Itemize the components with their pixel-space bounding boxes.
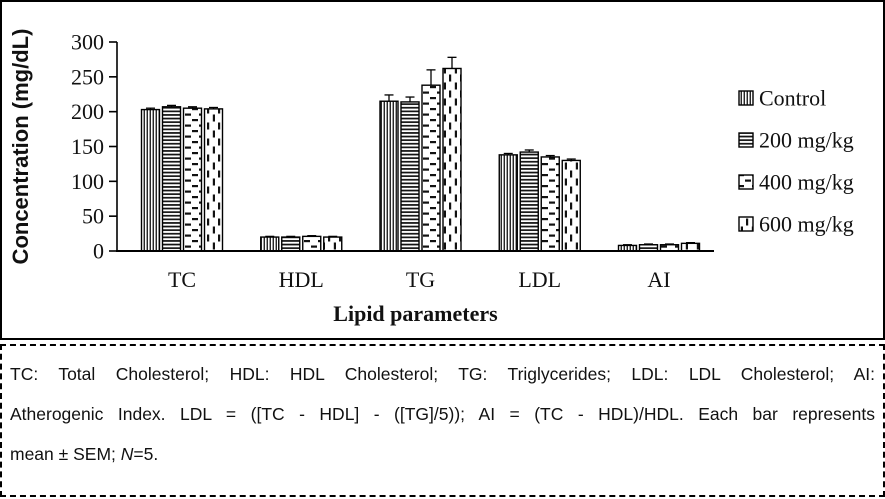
legend-label: Control (759, 86, 826, 111)
footnote-line-3: mean ± SEM; N=5. (10, 434, 875, 474)
legend-swatch (738, 174, 754, 190)
y-tick-label: 200 (71, 99, 104, 124)
y-tick-label: 0 (93, 239, 104, 264)
x-tick-label: HDL (279, 267, 324, 292)
footnote-n-italic: N (120, 444, 134, 464)
x-axis-title: Lipid parameters (333, 301, 498, 326)
x-tick-label: TC (168, 267, 196, 292)
bar-TG-400-mg-kg (421, 84, 441, 252)
footnote-line-1: TC: Total Cholesterol; HDL: HDL Choleste… (10, 364, 875, 384)
legend-item-control: Control (738, 86, 826, 111)
bar-TG-control (379, 100, 399, 252)
bar-LDL-400-mg-kg (540, 156, 560, 252)
x-tick-label: AI (647, 267, 670, 292)
y-tick-label: 50 (82, 204, 104, 229)
bar-HDL-200-mg-kg (281, 236, 301, 252)
y-tick-label: 100 (71, 169, 104, 194)
legend-item-600-mg-kg: 600 mg/kg (738, 212, 854, 237)
legend-swatch (738, 132, 754, 148)
legend-label: 400 mg/kg (759, 170, 854, 195)
bar-chart: 0 50 100 150 200 250 300 TC HDL TG LDL AI Concentrat… (8, 29, 854, 326)
footnote-line-3-prefix: mean ± SEM; (10, 444, 121, 464)
y-tick-label: 150 (71, 134, 104, 159)
bar-LDL-200-mg-kg (519, 151, 539, 252)
bar-HDL-600-mg-kg (323, 236, 343, 252)
footnote-box: TC: Total Cholesterol; HDL: HDL Choleste… (0, 344, 885, 497)
footnote-line-2: Atherogenic Index. LDL = ([TC - HDL] - (… (10, 404, 875, 424)
bar-TC-400-mg-kg (182, 107, 203, 252)
legend-item-400-mg-kg: 400 mg/kg (738, 170, 854, 195)
bar-AI-600-mg-kg (680, 242, 701, 252)
legend-item-200-mg-kg: 200 mg/kg (738, 128, 854, 153)
bar-LDL-600-mg-kg (561, 159, 581, 252)
bar-TC-600-mg-kg (203, 108, 224, 252)
lipid-bar-chart-figure: 0 50 100 150 200 250 300 TC HDL TG LDL AI Concentrat… (0, 0, 885, 340)
x-tick-label: TG (406, 267, 435, 292)
y-axis-title: Concentration (mg/dL) (8, 29, 33, 265)
bar-TC-200-mg-kg (161, 106, 182, 252)
bar-TG-600-mg-kg (442, 67, 462, 252)
y-tick-label: 250 (71, 64, 104, 89)
legend-label: 600 mg/kg (759, 212, 854, 237)
y-tick-label: 300 (71, 30, 104, 55)
bar-HDL-control (260, 236, 280, 252)
footnote-line-3-suffix: =5. (133, 444, 159, 464)
legend-swatch (738, 216, 754, 232)
bar-HDL-400-mg-kg (302, 235, 322, 252)
bar-TG-200-mg-kg (400, 101, 420, 252)
x-tick-label: LDL (518, 267, 561, 292)
bar-LDL-control (498, 154, 518, 252)
legend-label: 200 mg/kg (759, 128, 854, 153)
bar-TC-control (140, 108, 161, 252)
legend-swatch (738, 90, 754, 106)
